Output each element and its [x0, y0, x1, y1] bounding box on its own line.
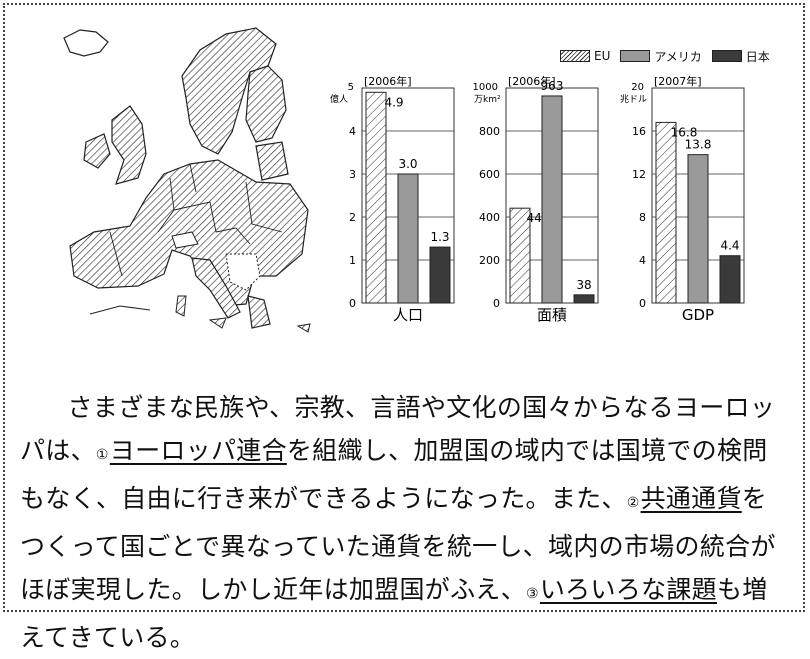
y-tick-label: 4 — [349, 125, 356, 138]
y-tick-label: 800 — [479, 125, 500, 138]
bar — [397, 173, 419, 304]
data-label: 3.0 — [398, 157, 417, 171]
unit-label: 兆ドル — [620, 94, 647, 105]
data-label: 4.9 — [384, 95, 403, 109]
data-label: 4.4 — [720, 239, 739, 253]
iceland-shape — [63, 29, 109, 57]
legend-item-usa: アメリカ — [620, 48, 702, 65]
switzerland-shape — [171, 231, 199, 249]
underlined-term-3: いろいろな課題 — [539, 575, 717, 604]
africa-coast — [89, 305, 151, 315]
scandinavia-shape — [181, 27, 277, 155]
balkans-shape — [225, 253, 261, 291]
unit-label: 万km² — [474, 95, 501, 105]
circled-number-3: ③ — [526, 586, 539, 602]
gray-swatch-icon — [620, 50, 651, 62]
chart-svg: [2007年] 兆ドル 0 4 8 12 16 20 16.813.8 4.4 GDP — [620, 74, 745, 324]
chart-svg: [2006年] 億人 0 1 2 3 4 5 4.9 3.0 1.3 人口 — [330, 74, 455, 324]
hatched-swatch-icon — [560, 50, 590, 62]
area-chart: [2006年] 万km² 0 200 400 600 800 1000 441 963 38 面積 — [473, 74, 606, 338]
x-axis-label: 人口 — [393, 306, 423, 324]
data-label: 963 — [541, 79, 564, 93]
y-tick-label: 8 — [639, 211, 646, 224]
passage-text: さまざまな民族や、宗教、言語や文化の国々からなるヨーロッパは、 — [20, 393, 776, 465]
y-tick-label: 1000 — [473, 82, 498, 93]
bar — [541, 95, 563, 304]
y-tick-label: 0 — [493, 297, 500, 310]
unit-label: 億人 — [330, 93, 348, 105]
x-axis-label: GDP — [682, 306, 714, 324]
bar — [687, 154, 709, 304]
y-tick-label: 2 — [349, 211, 356, 224]
greece-shape — [247, 295, 271, 329]
ireland-shape — [83, 133, 111, 169]
bar — [655, 121, 677, 304]
legend-label: 日本 — [745, 49, 770, 64]
finland-shape — [245, 65, 287, 143]
cyprus-shape — [296, 323, 311, 333]
legend-label: EU — [594, 49, 611, 63]
legend-item-japan: 日本 — [711, 48, 770, 65]
worksheet-frame — [3, 3, 805, 612]
legend-label: アメリカ — [654, 49, 702, 64]
britain-shape — [111, 105, 147, 185]
passage-text: を組織し、加盟国の域内では国境での検問もなく、自由に行き来ができるようになった。… — [20, 436, 768, 513]
year-label: [2006年] — [364, 74, 412, 88]
bar — [573, 294, 595, 304]
baltics-shape — [255, 141, 289, 181]
y-tick-label: 1 — [349, 254, 356, 267]
circled-number-1: ① — [95, 447, 109, 463]
year-label: [2007年] — [654, 74, 702, 88]
data-label: 16.8 — [671, 125, 698, 139]
y-tick-label: 200 — [479, 254, 500, 267]
passage-text: をつくって国ごとで異なっていた通貨を統一し、域内の市場の統合がほぼ実現した。しか… — [20, 484, 776, 604]
internal-borders — [109, 163, 283, 277]
underlined-term-2: 共通通貨 — [640, 484, 742, 513]
population-chart: [2006年] 億人 0 1 2 3 4 5 4.9 3.0 1.3 人口 — [330, 74, 462, 338]
gdp-chart: [2007年] 兆ドル 0 4 8 12 16 20 16.8 13.8 4.4 GDP — [620, 74, 752, 338]
bar — [365, 91, 387, 304]
y-tick-label: 0 — [639, 297, 646, 310]
italy-shape — [191, 257, 241, 319]
passage: さまざまな民族や、宗教、言語や文化の国々からなるヨーロッパは、①ヨーロッパ連合を… — [20, 386, 790, 659]
y-tick-label: 3 — [349, 168, 356, 181]
year-label: [2006年] — [508, 74, 556, 88]
dark-swatch-icon — [711, 50, 742, 62]
data-label: 38 — [576, 278, 591, 292]
passage-paragraph: さまざまな民族や、宗教、言語や文化の国々からなるヨーロッパは、①ヨーロッパ連合を… — [20, 386, 790, 659]
x-axis-label: 面積 — [537, 306, 567, 324]
europe-map — [63, 27, 311, 333]
underlined-term-1: ヨーロッパ連合 — [109, 436, 287, 465]
bar — [509, 207, 531, 304]
y-tick-label: 20 — [631, 82, 644, 93]
bar — [429, 246, 451, 304]
y-tick-label: 400 — [479, 211, 500, 224]
y-tick-label: 600 — [479, 168, 500, 181]
y-tick-label: 5 — [348, 82, 354, 93]
circled-number-2: ② — [626, 495, 640, 511]
y-tick-label: 16 — [632, 125, 646, 138]
chart-legend: EU アメリカ 日本 — [560, 47, 770, 65]
y-tick-label: 12 — [632, 168, 646, 181]
y-tick-label: 4 — [639, 254, 646, 267]
legend-item-eu: EU — [560, 49, 610, 63]
sardinia-shape — [175, 295, 187, 317]
y-tick-label: 0 — [349, 297, 356, 310]
data-label: 13.8 — [685, 138, 712, 152]
data-label: 1.3 — [430, 230, 449, 244]
bar — [719, 255, 741, 304]
sicily-shape — [208, 317, 227, 329]
